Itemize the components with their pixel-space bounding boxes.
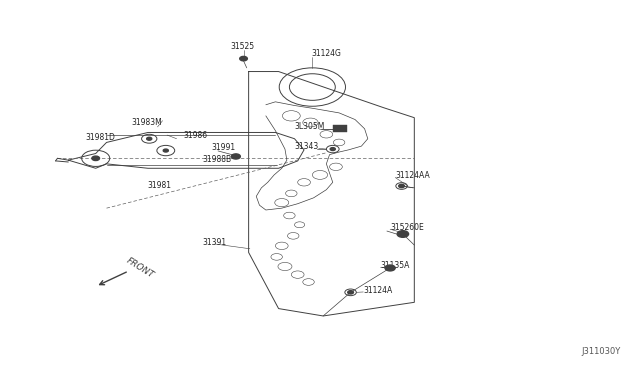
Text: 31981: 31981: [147, 182, 172, 190]
Text: 31525: 31525: [230, 42, 254, 51]
Circle shape: [232, 154, 241, 159]
Text: 31988B: 31988B: [202, 155, 231, 164]
Text: 31986: 31986: [184, 131, 208, 140]
Circle shape: [385, 265, 395, 271]
Circle shape: [147, 137, 152, 140]
Text: 31124A: 31124A: [364, 286, 392, 295]
Text: FRONT: FRONT: [125, 256, 156, 280]
Circle shape: [92, 156, 100, 161]
Bar: [333, 125, 347, 132]
Text: 31124AA: 31124AA: [395, 171, 430, 180]
Circle shape: [240, 57, 247, 61]
Circle shape: [399, 185, 404, 187]
Text: 31343: 31343: [294, 142, 319, 151]
Text: 31981D: 31981D: [85, 133, 115, 142]
Circle shape: [348, 291, 353, 294]
Circle shape: [397, 231, 408, 237]
Circle shape: [330, 148, 335, 151]
Text: 3L305M: 3L305M: [295, 122, 325, 131]
Text: 315260E: 315260E: [390, 223, 424, 232]
Text: 31135A: 31135A: [381, 261, 410, 270]
Circle shape: [163, 149, 168, 152]
Text: 31991: 31991: [211, 143, 236, 152]
Text: 31124G: 31124G: [312, 49, 341, 58]
Text: 31391: 31391: [203, 238, 227, 247]
Text: J311030Y: J311030Y: [582, 347, 621, 356]
Text: 31983M: 31983M: [132, 118, 163, 127]
